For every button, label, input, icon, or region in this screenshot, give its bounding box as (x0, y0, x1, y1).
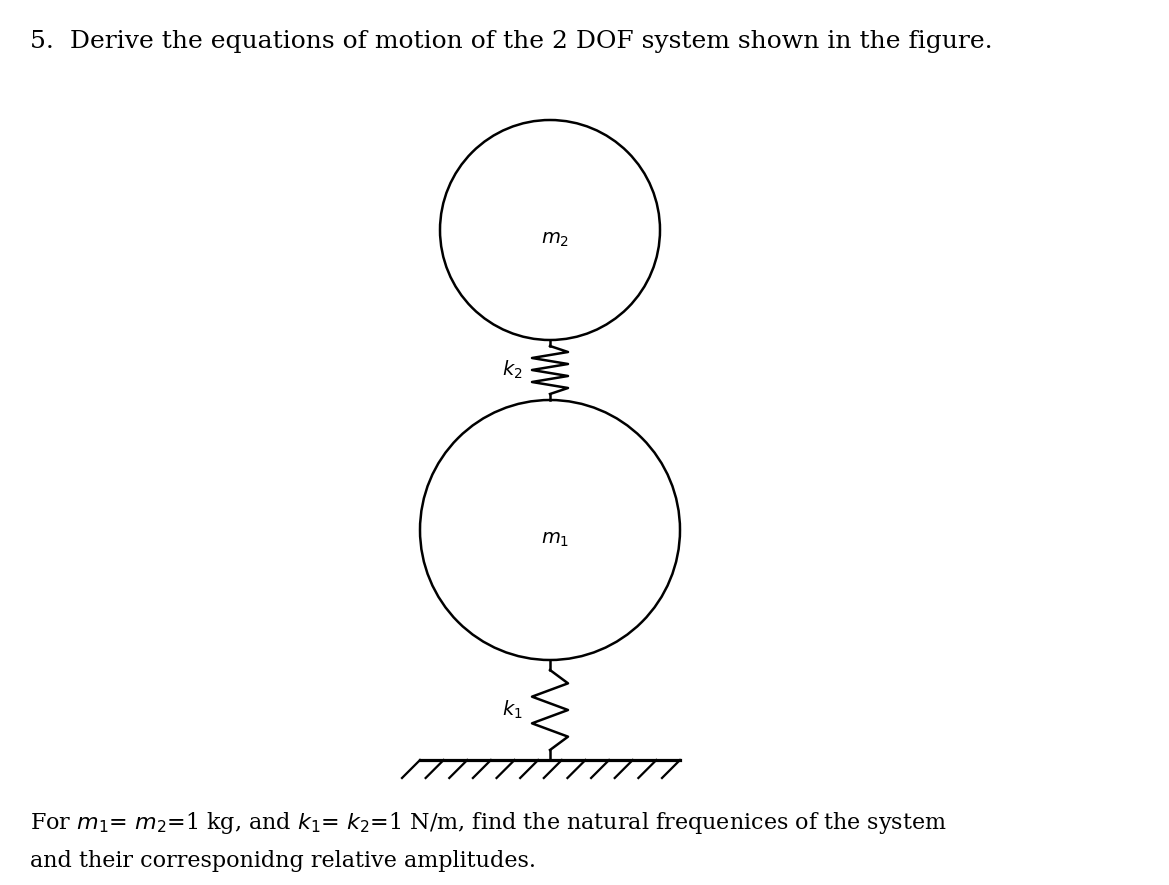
Text: $k_1$: $k_1$ (502, 699, 523, 721)
Text: $k_2$: $k_2$ (502, 358, 523, 381)
Text: and their corresponidng relative amplitudes.: and their corresponidng relative amplitu… (30, 850, 537, 872)
Text: $m_2$: $m_2$ (541, 231, 569, 250)
Text: 5.  Derive the equations of motion of the 2 DOF system shown in the figure.: 5. Derive the equations of motion of the… (30, 30, 992, 53)
Text: $m_1$: $m_1$ (541, 531, 569, 550)
Text: For $m_1$= $m_2$=1 kg, and $k_1$= $k_2$=1 N/m, find the natural frequenices of t: For $m_1$= $m_2$=1 kg, and $k_1$= $k_2$=… (30, 810, 947, 836)
